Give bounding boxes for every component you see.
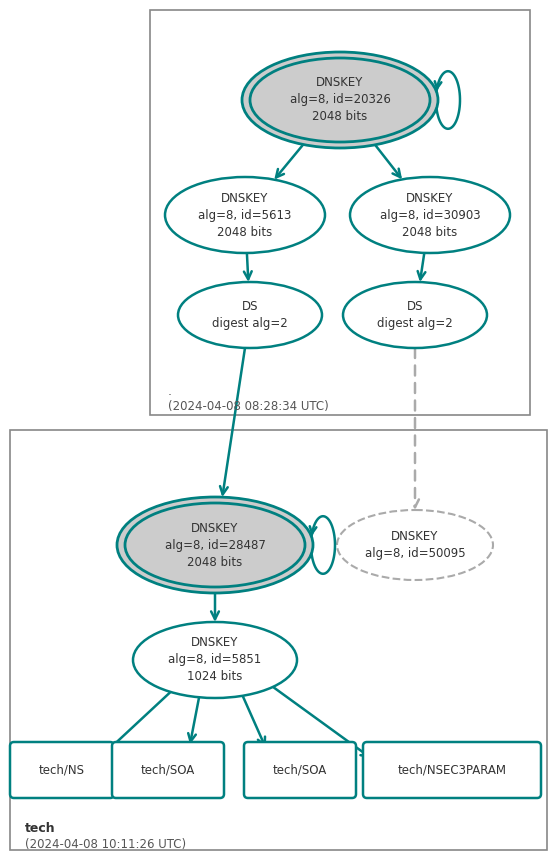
Ellipse shape	[165, 177, 325, 253]
Ellipse shape	[117, 497, 313, 593]
Text: (2024-04-08 10:11:26 UTC): (2024-04-08 10:11:26 UTC)	[25, 838, 186, 851]
Text: DNSKEY
alg=8, id=30903
2048 bits: DNSKEY alg=8, id=30903 2048 bits	[380, 191, 480, 239]
Text: DNSKEY
alg=8, id=5613
2048 bits: DNSKEY alg=8, id=5613 2048 bits	[198, 191, 292, 239]
Text: tech/NS: tech/NS	[39, 764, 85, 777]
Text: (2024-04-08 08:28:34 UTC): (2024-04-08 08:28:34 UTC)	[168, 400, 329, 413]
Ellipse shape	[250, 58, 430, 142]
FancyBboxPatch shape	[10, 742, 114, 798]
Text: DNSKEY
alg=8, id=50095: DNSKEY alg=8, id=50095	[365, 530, 465, 560]
Text: tech/SOA: tech/SOA	[141, 764, 195, 777]
FancyBboxPatch shape	[244, 742, 356, 798]
Bar	[10, 430, 547, 850]
Text: DNSKEY
alg=8, id=28487
2048 bits: DNSKEY alg=8, id=28487 2048 bits	[164, 522, 266, 568]
Text: .: .	[168, 385, 172, 398]
Ellipse shape	[337, 510, 493, 580]
Bar	[150, 10, 530, 415]
Ellipse shape	[125, 503, 305, 587]
Text: tech: tech	[25, 822, 56, 835]
Ellipse shape	[242, 52, 438, 148]
Ellipse shape	[178, 282, 322, 348]
Text: DNSKEY
alg=8, id=20326
2048 bits: DNSKEY alg=8, id=20326 2048 bits	[290, 76, 390, 124]
Ellipse shape	[343, 282, 487, 348]
Ellipse shape	[133, 622, 297, 698]
Text: DS
digest alg=2: DS digest alg=2	[377, 300, 453, 330]
Text: tech/SOA: tech/SOA	[273, 764, 327, 777]
FancyBboxPatch shape	[363, 742, 541, 798]
Text: tech/NSEC3PARAM: tech/NSEC3PARAM	[398, 764, 506, 777]
Text: DNSKEY
alg=8, id=5851
1024 bits: DNSKEY alg=8, id=5851 1024 bits	[168, 637, 262, 683]
Text: DS
digest alg=2: DS digest alg=2	[212, 300, 288, 330]
FancyBboxPatch shape	[112, 742, 224, 798]
Ellipse shape	[350, 177, 510, 253]
